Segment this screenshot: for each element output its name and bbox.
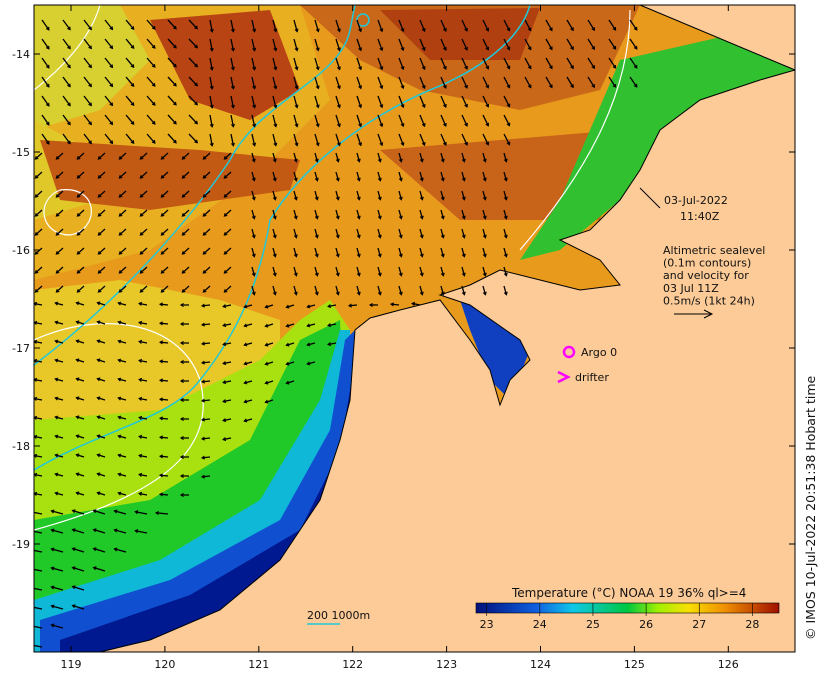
timestamp-time: 11:40Z: [680, 210, 720, 223]
drifter-label: drifter: [575, 371, 609, 384]
colorbar-tick-label: 27: [692, 618, 706, 631]
lat-tick-label: -18: [12, 440, 30, 453]
isobath-scale-label: 200 1000m: [307, 609, 370, 622]
lat-tick-label: -15: [12, 146, 30, 159]
lon-tick-label: 125: [624, 658, 645, 671]
lat-tick-label: -17: [12, 342, 30, 355]
timestamp-date: 03-Jul-2022: [664, 194, 728, 207]
lat-tick-label: -14: [12, 48, 30, 61]
colorbar-tick-label: 26: [639, 618, 653, 631]
lon-tick-label: 121: [248, 658, 269, 671]
lon-tick-label: 122: [342, 658, 363, 671]
lon-tick-label: 124: [530, 658, 551, 671]
legend-line: (0.1m contours): [663, 257, 751, 270]
colorbar-title: Temperature (°C) NOAA 19 36% ql>=4: [511, 586, 746, 600]
legend-line: and velocity for: [663, 269, 749, 282]
colorbar-tick-label: 28: [745, 618, 759, 631]
legend-line: Altimetric sealevel: [663, 244, 765, 257]
credit-text: © IMOS 10-Jul-2022 20:51:38 Hobart time: [803, 376, 818, 640]
lat-tick-label: -19: [12, 538, 30, 551]
lon-tick-label: 123: [436, 658, 457, 671]
legend-line: 03 Jul 11Z: [663, 282, 719, 295]
legend-line: 0.5m/s (1kt 24h): [663, 294, 755, 307]
colorbar-tick-label: 24: [533, 618, 547, 631]
colorbar-tick-label: 23: [480, 618, 494, 631]
colorbar: [476, 603, 779, 613]
lon-tick-label: 120: [154, 658, 175, 671]
lat-tick-label: -16: [12, 244, 30, 257]
colorbar-tick-label: 25: [586, 618, 600, 631]
lon-tick-label: 126: [718, 658, 739, 671]
lon-tick-label: 119: [61, 658, 82, 671]
argo-label: Argo 0: [581, 346, 617, 359]
